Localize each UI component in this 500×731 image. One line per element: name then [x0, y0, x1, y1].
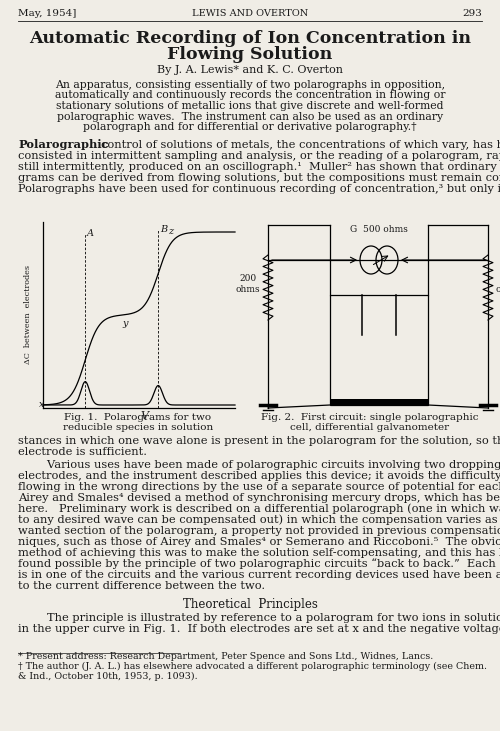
Text: Theoretical  Principles: Theoretical Principles	[182, 598, 318, 611]
Text: flowing in the wrong directions by the use of a separate source of potential for: flowing in the wrong directions by the u…	[18, 482, 500, 492]
Text: A: A	[87, 229, 94, 238]
Text: still intermittently, produced on an oscillograph.¹  Muller² has shown that ordi: still intermittently, produced on an osc…	[18, 162, 500, 172]
Text: The principle is illustrated by reference to a polarogram for two ions in soluti: The principle is illustrated by referenc…	[18, 613, 500, 623]
Text: B: B	[160, 225, 168, 234]
Text: in the upper curve in Fig. 1.  If both electrodes are set at x and the negative : in the upper curve in Fig. 1. If both el…	[18, 624, 500, 634]
Text: An apparatus, consisting essentially of two polarographs in opposition,: An apparatus, consisting essentially of …	[55, 80, 445, 90]
Text: wanted section of the polarogram, a property not provided in previous compensati: wanted section of the polarogram, a prop…	[18, 526, 500, 536]
Text: z: z	[168, 227, 173, 236]
Text: LEWIS AND OVERTON: LEWIS AND OVERTON	[192, 9, 308, 18]
Text: control of solutions of metals, the concentrations of which vary, has hitherto: control of solutions of metals, the conc…	[101, 140, 500, 150]
Text: polarographic waves.  The instrument can also be used as an ordinary: polarographic waves. The instrument can …	[57, 112, 443, 121]
Text: to any desired wave can be compensated out) in which the compensation varies as : to any desired wave can be compensated o…	[18, 515, 500, 525]
Text: automatically and continuously records the concentration in flowing or: automatically and continuously records t…	[55, 91, 446, 100]
Text: 200
ohms: 200 ohms	[496, 274, 500, 294]
Text: Fig. 2.  First circuit: single polarographic: Fig. 2. First circuit: single polarograp…	[261, 413, 479, 422]
Text: 293: 293	[462, 9, 482, 18]
Text: * Present address: Research Department, Peter Spence and Sons Ltd., Widnes, Lanc: * Present address: Research Department, …	[18, 652, 433, 661]
Text: Automatic Recording of Ion Concentration in: Automatic Recording of Ion Concentration…	[29, 30, 471, 47]
Text: † The author (J. A. L.) has elsewhere advocated a different polarographic termin: † The author (J. A. L.) has elsewhere ad…	[18, 662, 487, 671]
Text: stationary solutions of metallic ions that give discrete and well-formed: stationary solutions of metallic ions th…	[56, 101, 444, 111]
Text: ΔC  between  electrodes: ΔC between electrodes	[24, 265, 32, 365]
Text: Fig. 1.  Polarograms for two: Fig. 1. Polarograms for two	[64, 413, 212, 422]
Text: Flowing Solution: Flowing Solution	[168, 46, 332, 63]
Text: Polarographs have been used for continuous recording of concentration,³ but only: Polarographs have been used for continuo…	[18, 184, 500, 194]
Text: & Ind., October 10th, 1953, p. 1093).: & Ind., October 10th, 1953, p. 1093).	[18, 672, 198, 681]
Text: By J. A. Lewis* and K. C. Overton: By J. A. Lewis* and K. C. Overton	[157, 65, 343, 75]
Text: Various uses have been made of polarographic circuits involving two dropping-mer: Various uses have been made of polarogra…	[18, 460, 500, 470]
Bar	[330, 295, 428, 405]
Text: y: y	[122, 319, 128, 328]
Text: V: V	[140, 411, 148, 421]
Text: grams can be derived from flowing solutions, but the compositions must remain co: grams can be derived from flowing soluti…	[18, 173, 500, 183]
Text: to the current difference between the two.: to the current difference between the tw…	[18, 581, 265, 591]
Text: niques, such as those of Airey and Smales⁴ or Semerano and Riccoboni.⁵  The obvi: niques, such as those of Airey and Smale…	[18, 537, 500, 547]
Text: electrode is sufficient.: electrode is sufficient.	[18, 447, 147, 457]
Text: Polarographic: Polarographic	[18, 139, 108, 150]
Text: reducible species in solution: reducible species in solution	[63, 423, 213, 432]
Text: found possible by the principle of two polarographic circuits “back to back.”  E: found possible by the principle of two p…	[18, 558, 500, 569]
Text: here.   Preliminary work is described on a differential polarograph (one in whic: here. Preliminary work is described on a…	[18, 504, 500, 514]
Text: is in one of the circuits and the various current recording devices used have be: is in one of the circuits and the variou…	[18, 570, 500, 580]
Text: stances in which one wave alone is present in the polarogram for the solution, s: stances in which one wave alone is prese…	[18, 436, 500, 446]
Text: 200
ohms: 200 ohms	[236, 274, 260, 294]
Bar	[330, 399, 428, 405]
Text: x: x	[39, 400, 44, 409]
Text: May, 1954]: May, 1954]	[18, 9, 76, 18]
Text: G  500 ohms: G 500 ohms	[350, 225, 408, 234]
Text: cell, differential galvanometer: cell, differential galvanometer	[290, 423, 450, 432]
Text: polarograph and for differential or derivative polarography.†: polarograph and for differential or deri…	[83, 122, 417, 132]
Text: electrodes, and the instrument described applies this device; it avoids the diff: electrodes, and the instrument described…	[18, 471, 500, 481]
Text: method of achieving this was to make the solution self-compensating, and this ha: method of achieving this was to make the…	[18, 548, 500, 558]
Text: Airey and Smales⁴ devised a method of synchronising mercury drops, which has bee: Airey and Smales⁴ devised a method of sy…	[18, 493, 500, 503]
Text: consisted in intermittent sampling and analysis, or the reading of a polarogram,: consisted in intermittent sampling and a…	[18, 151, 500, 161]
